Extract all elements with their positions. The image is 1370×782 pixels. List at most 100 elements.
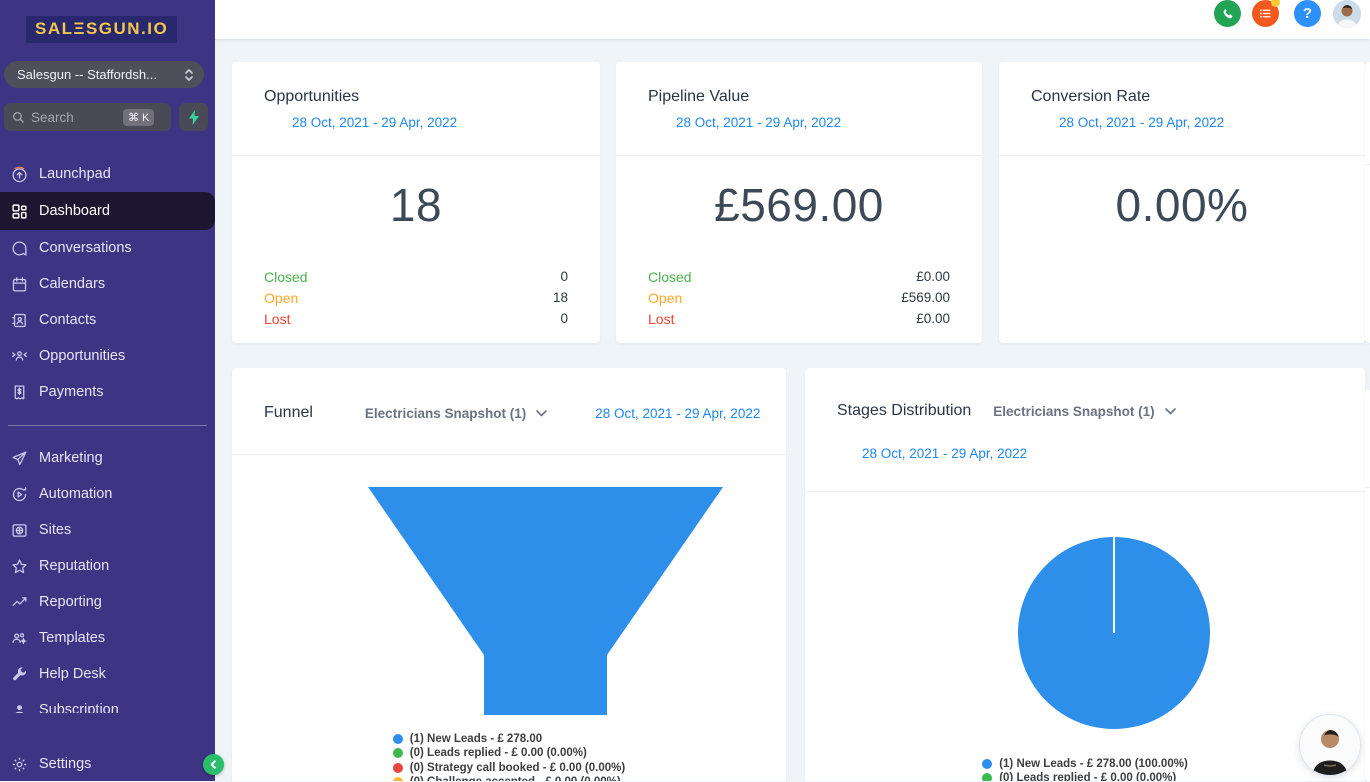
sidebar-item-launchpad[interactable]: Launchpad bbox=[0, 156, 215, 192]
sidebar-item-label: Dashboard bbox=[39, 203, 110, 219]
sidebar-item-reputation[interactable]: Reputation bbox=[0, 548, 215, 584]
card-title: Stages Distribution bbox=[837, 402, 972, 419]
pipeline-value-card: Pipeline Value 28 Oct, 2021 - 29 Apr, 20… bbox=[616, 62, 982, 343]
help-button[interactable]: ? bbox=[1294, 0, 1321, 27]
legend-item[interactable]: (1) New Leads - £ 278.00 bbox=[392, 732, 625, 746]
sidebar-item-contacts[interactable]: Contacts bbox=[0, 302, 215, 338]
sidebar: SALΞSGUN.IO Salesgun -- Staffordsh... ⌘ … bbox=[0, 0, 215, 781]
search-shortcut-badge: ⌘ K bbox=[123, 108, 155, 126]
user-avatar[interactable] bbox=[1333, 0, 1361, 28]
sidebar-item-subscription[interactable]: Subscription bbox=[0, 692, 215, 713]
row-value: 0 bbox=[560, 311, 568, 326]
stat-value: £569.00 bbox=[714, 179, 884, 231]
trend-chart-icon bbox=[12, 596, 27, 606]
legend-item[interactable]: (0) Leads replied - £ 0.00 (0.00%) bbox=[982, 771, 1188, 781]
chevron-down-icon[interactable] bbox=[1164, 407, 1176, 415]
sidebar-item-templates[interactable]: Templates bbox=[0, 620, 215, 656]
pie-chart[interactable] bbox=[805, 492, 1365, 752]
clipped-card-edge bbox=[1365, 62, 1370, 343]
legend-item[interactable]: (0) Leads replied - £ 0.00 (0.00%) bbox=[392, 746, 625, 760]
sidebar-item-label: Subscription bbox=[39, 702, 119, 713]
sidebar-item-dashboard[interactable]: Dashboard bbox=[0, 192, 215, 230]
stat-value: 18 bbox=[389, 179, 443, 231]
stages-distribution-card: Stages Distribution Electricians Snapsho… bbox=[805, 368, 1365, 781]
chevron-down-icon[interactable] bbox=[536, 409, 548, 417]
card-title: Funnel bbox=[264, 404, 313, 421]
date-range-picker[interactable]: 28 Oct, 2021 - 29 Apr, 2022 bbox=[1059, 115, 1225, 130]
funnel-legend: (1) New Leads - £ 278.00 (0) Leads repli… bbox=[392, 732, 625, 781]
sidebar-item-payments[interactable]: Payments bbox=[0, 374, 215, 410]
date-range-picker[interactable]: 28 Oct, 2021 - 29 Apr, 2022 bbox=[862, 446, 1028, 461]
location-selector[interactable]: Salesgun -- Staffordsh... bbox=[4, 61, 204, 88]
pipeline-filter-dropdown[interactable]: Electricians Snapshot (1) bbox=[993, 403, 1155, 419]
legend-item[interactable]: (0) Strategy call booked - £ 0.00 (0.00%… bbox=[392, 761, 625, 775]
sidebar-item-marketing[interactable]: Marketing bbox=[0, 440, 215, 476]
opportunities-icon bbox=[12, 350, 27, 361]
sidebar-item-label: Launchpad bbox=[39, 166, 111, 182]
dashboard-main: Opportunities 28 Oct, 2021 - 29 Apr, 202… bbox=[215, 39, 1370, 781]
sidebar-item-automation[interactable]: Automation bbox=[0, 476, 215, 512]
list-icon bbox=[1260, 9, 1271, 18]
stat-row-open: Open 18 bbox=[264, 287, 568, 308]
sidebar-item-conversations[interactable]: Conversations bbox=[0, 230, 215, 266]
divider bbox=[1365, 164, 1370, 165]
sidebar-item-settings[interactable]: Settings bbox=[0, 746, 215, 782]
sidebar-item-label: Calendars bbox=[39, 276, 106, 292]
location-selector-label: Salesgun -- Staffordsh... bbox=[17, 67, 157, 82]
row-value: £569.00 bbox=[901, 290, 950, 305]
tasks-button[interactable] bbox=[1252, 0, 1280, 27]
funnel-chart[interactable] bbox=[232, 487, 786, 715]
sidebar-item-label: Marketing bbox=[39, 450, 103, 466]
calendar-icon bbox=[12, 276, 27, 292]
row-label: Lost bbox=[264, 310, 291, 327]
row-value: 0 bbox=[560, 269, 568, 284]
chevron-up-down-icon bbox=[185, 68, 193, 81]
sidebar-item-label: Templates bbox=[39, 630, 106, 646]
date-range-picker[interactable]: 28 Oct, 2021 - 29 Apr, 2022 bbox=[676, 115, 842, 130]
topbar: ? bbox=[215, 0, 1370, 39]
search-input[interactable] bbox=[31, 109, 123, 125]
row-label: Open bbox=[648, 289, 683, 306]
card-title: Conversion Rate bbox=[1031, 88, 1151, 105]
sidebar-item-reporting[interactable]: Reporting bbox=[0, 584, 215, 620]
row-value: 18 bbox=[552, 290, 568, 305]
support-chat-widget[interactable] bbox=[1299, 714, 1361, 776]
legend-label: (0) Challenge accepted - £ 0.00 (0.00%) bbox=[410, 776, 621, 781]
quick-actions-button[interactable] bbox=[179, 103, 208, 131]
legend-item[interactable]: (1) New Leads - £ 278.00 (100.00%) bbox=[982, 757, 1188, 771]
date-range-picker[interactable]: 28 Oct, 2021 - 29 Apr, 2022 bbox=[595, 405, 761, 421]
stat-row-closed: Closed 0 bbox=[264, 266, 568, 287]
legend-dot bbox=[392, 777, 403, 781]
divider bbox=[232, 454, 786, 455]
legend-dot bbox=[982, 773, 993, 781]
legend-dot bbox=[982, 759, 993, 770]
clipped-card-edge bbox=[1365, 390, 1370, 781]
brand-logo[interactable]: SALΞSGUN.IO bbox=[0, 0, 215, 43]
row-label: Closed bbox=[264, 268, 308, 285]
sidebar-collapse-button[interactable] bbox=[203, 754, 224, 775]
card-title: Pipeline Value bbox=[648, 88, 750, 105]
notification-dot bbox=[1271, 0, 1280, 7]
row-label: Open bbox=[264, 289, 299, 306]
legend-item[interactable]: (0) Challenge accepted - £ 0.00 (0.00%) bbox=[392, 775, 625, 781]
legend-label: (0) Leads replied - £ 0.00 (0.00%) bbox=[409, 747, 587, 760]
chevron-left-icon bbox=[210, 760, 216, 769]
sidebar-item-opportunities[interactable]: Opportunities bbox=[0, 338, 215, 374]
sidebar-item-help-desk[interactable]: Help Desk bbox=[0, 656, 215, 692]
sidebar-item-calendars[interactable]: Calendars bbox=[0, 266, 215, 302]
opportunities-card: Opportunities 28 Oct, 2021 - 29 Apr, 202… bbox=[232, 62, 600, 343]
search-box[interactable]: ⌘ K bbox=[4, 103, 171, 131]
paper-plane-icon bbox=[12, 450, 27, 465]
card-title: Opportunities bbox=[264, 88, 360, 105]
star-icon bbox=[12, 558, 27, 573]
stat-value: 0.00% bbox=[1115, 179, 1249, 231]
sidebar-item-sites[interactable]: Sites bbox=[0, 512, 215, 548]
date-range-picker[interactable]: 28 Oct, 2021 - 29 Apr, 2022 bbox=[292, 115, 458, 130]
stages-legend: (1) New Leads - £ 278.00 (100.00%) (0) L… bbox=[982, 757, 1188, 781]
conversion-rate-card: Conversion Rate 28 Oct, 2021 - 29 Apr, 2… bbox=[999, 62, 1365, 343]
pipeline-filter-dropdown[interactable]: Electricians Snapshot (1) bbox=[364, 405, 527, 421]
phone-button[interactable] bbox=[1214, 0, 1241, 27]
stat-row-open: Open £569.00 bbox=[648, 287, 950, 308]
legend-label: (1) New Leads - £ 278.00 bbox=[409, 733, 543, 746]
legend-dot bbox=[392, 734, 403, 745]
